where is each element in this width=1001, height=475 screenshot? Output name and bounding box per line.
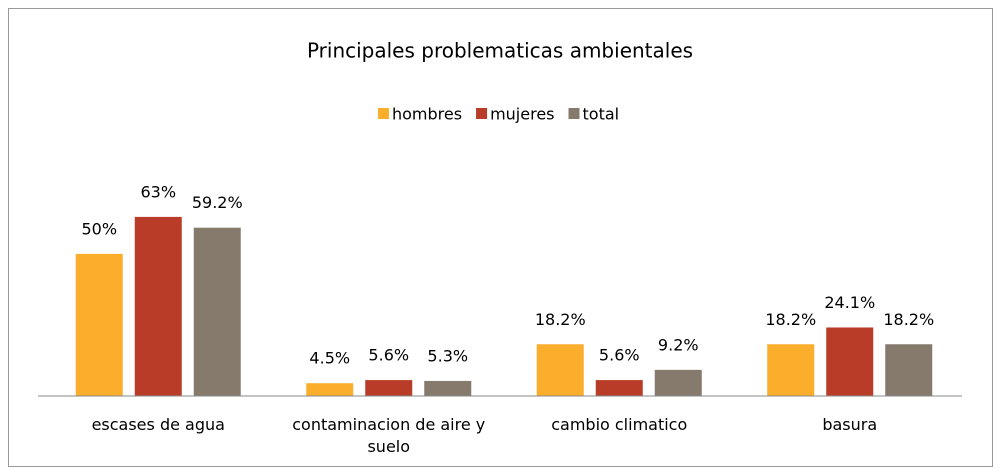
x-tick-label: contaminacion de aire y suelo <box>292 415 486 456</box>
value-label: 18.2% <box>883 310 934 329</box>
value-label: 5.3% <box>427 346 468 365</box>
value-label: 18.2% <box>765 310 816 329</box>
value-label: 63% <box>140 182 176 201</box>
bar <box>134 216 182 396</box>
value-label: 50% <box>81 219 117 238</box>
bar <box>193 227 241 396</box>
x-tick-label: escases de agua <box>91 415 225 434</box>
value-label: 5.6% <box>368 346 409 365</box>
bar <box>885 344 933 396</box>
value-label: 24.1% <box>824 293 875 312</box>
bar <box>767 344 815 396</box>
bar <box>654 369 702 396</box>
legend-label: mujeres <box>490 105 554 124</box>
x-tick-label: basura <box>822 415 878 434</box>
x-tick-label: cambio climatico <box>551 415 688 434</box>
bar <box>75 253 123 396</box>
value-label: 4.5% <box>309 349 350 368</box>
legend-swatch <box>378 108 389 119</box>
value-label: 18.2% <box>535 310 586 329</box>
legend-swatch <box>568 108 580 119</box>
bar <box>424 380 472 396</box>
bar <box>365 380 413 396</box>
value-label: 59.2% <box>192 193 243 212</box>
value-label: 9.2% <box>658 335 699 354</box>
bar <box>536 344 584 396</box>
chart-title: Principales problematicas ambientales <box>307 39 693 63</box>
bar <box>306 383 354 396</box>
bar <box>826 327 874 396</box>
legend-label: hombres <box>392 105 462 124</box>
value-label: 5.6% <box>599 346 640 365</box>
legend-label: total <box>583 105 620 124</box>
legend-swatch <box>476 108 488 119</box>
bar <box>595 380 643 396</box>
